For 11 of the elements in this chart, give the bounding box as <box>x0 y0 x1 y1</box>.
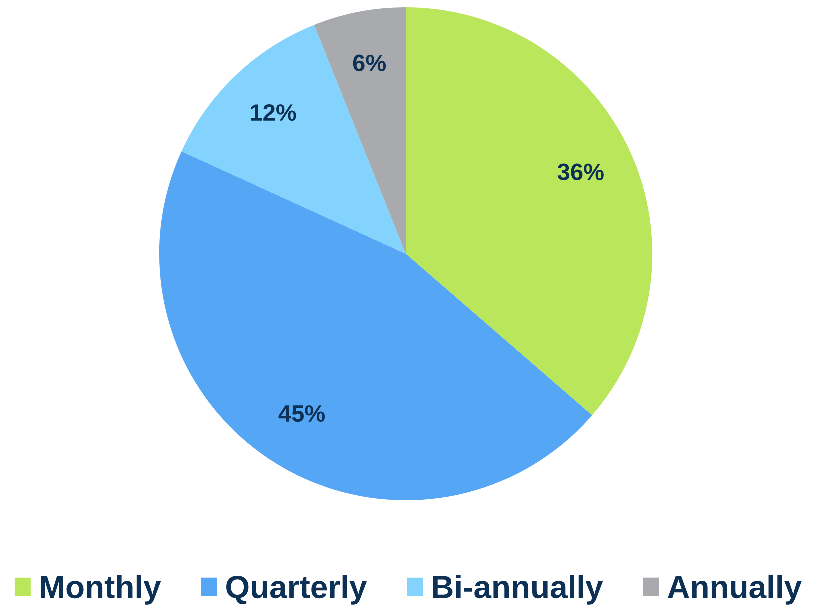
legend-label: Bi-annually <box>433 575 604 605</box>
pie-slice <box>314 7 406 254</box>
data-label: 36% <box>558 164 604 180</box>
data-label: 45% <box>278 405 326 422</box>
data-label: 12% <box>251 104 296 122</box>
legend-label: Quarterly <box>226 575 368 605</box>
legend-label: Annually <box>668 575 802 605</box>
legend-label: Monthly <box>41 575 162 605</box>
data-label: 6% <box>353 54 386 72</box>
pie-slice <box>182 25 406 254</box>
pie-slice <box>406 7 653 416</box>
